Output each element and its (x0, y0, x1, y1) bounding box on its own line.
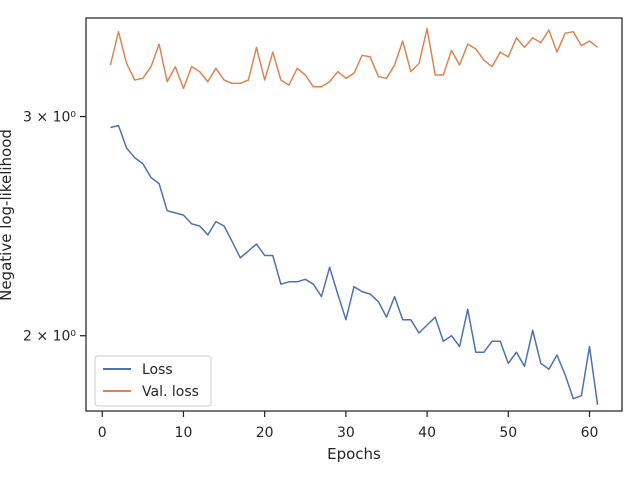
y-tick-label: 3 × 10⁰ (23, 110, 76, 126)
x-tick-label: 20 (256, 425, 274, 441)
y-axis: 2 × 10⁰ 3 × 10⁰ (23, 110, 86, 345)
legend: Loss Val. loss (94, 355, 212, 407)
y-tick-label: 2 × 10⁰ (23, 329, 76, 345)
y-axis-label: Negative log-likelihood (0, 129, 15, 301)
x-tick-label: 50 (499, 425, 517, 441)
x-tick-label: 30 (337, 425, 355, 441)
x-axis: 0 10 20 30 40 50 60 (98, 411, 599, 441)
x-tick-label: 10 (175, 425, 193, 441)
series-line-loss (110, 124, 599, 405)
plot-frame (85, 17, 623, 412)
legend-label-val-loss: Val. loss (142, 384, 199, 400)
x-tick-label: 0 (98, 425, 107, 441)
series-layer (109, 27, 599, 405)
x-tick-label: 60 (581, 425, 599, 441)
legend-label-loss: Loss (142, 362, 173, 378)
series-line-val-loss (109, 27, 599, 90)
x-tick-label: 40 (418, 425, 436, 441)
x-axis-label: Epochs (327, 445, 381, 463)
